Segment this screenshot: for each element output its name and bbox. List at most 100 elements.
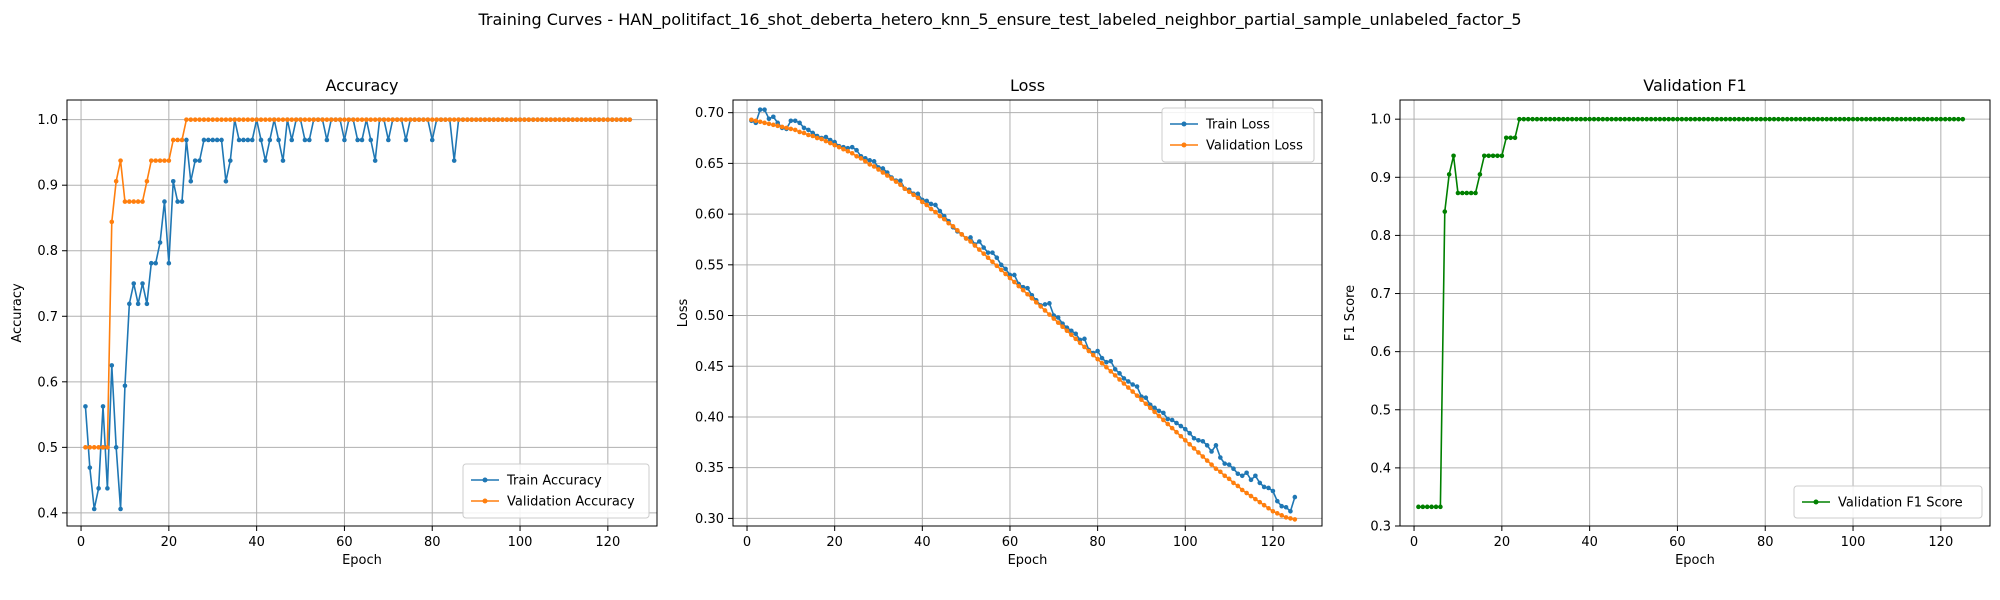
data-point — [928, 201, 934, 207]
data-point — [1468, 190, 1474, 196]
data-point — [990, 250, 995, 255]
data-point — [963, 236, 969, 241]
data-point — [1828, 116, 1834, 122]
data-point — [1881, 116, 1887, 122]
data-point — [1047, 312, 1052, 317]
data-point — [1152, 409, 1157, 415]
data-point — [1916, 116, 1922, 122]
data-point — [797, 120, 802, 126]
data-point — [1047, 301, 1052, 306]
data-point — [219, 117, 224, 122]
y-axis-label: F1 Score — [1343, 285, 1358, 341]
data-point — [1231, 480, 1236, 486]
data-point — [421, 117, 426, 122]
data-point — [113, 445, 119, 450]
data-point — [1213, 443, 1219, 448]
data-point — [863, 159, 868, 164]
data-point — [797, 129, 802, 135]
data-point — [618, 117, 624, 122]
data-point — [1947, 116, 1952, 122]
data-point — [845, 148, 851, 154]
data-point — [1776, 116, 1781, 122]
data-point — [307, 117, 312, 122]
data-point — [394, 117, 400, 122]
data-point — [166, 158, 172, 163]
data-point — [561, 117, 567, 122]
data-point — [1095, 356, 1100, 362]
data-point — [1798, 116, 1803, 122]
x-tick-label: 120 — [595, 535, 620, 550]
data-point — [1235, 483, 1241, 489]
data-point — [508, 117, 514, 122]
data-point — [596, 117, 602, 122]
data-point — [298, 117, 303, 122]
data-point — [118, 506, 123, 512]
data-point — [1200, 454, 1206, 459]
chart-title: Accuracy — [325, 76, 398, 95]
data-point — [601, 117, 606, 122]
data-point — [320, 117, 325, 122]
data-point — [1292, 494, 1298, 500]
data-point — [429, 137, 435, 143]
data-point — [1613, 116, 1619, 122]
data-point — [302, 117, 308, 122]
data-point — [1697, 116, 1702, 122]
data-point — [1622, 116, 1628, 122]
data-point — [981, 245, 986, 250]
data-point — [1104, 364, 1109, 370]
x-tick-label: 80 — [1089, 535, 1106, 550]
data-point — [867, 158, 873, 163]
data-point — [1143, 401, 1149, 407]
x-tick-label: 120 — [1261, 535, 1286, 550]
data-point — [1112, 373, 1118, 378]
data-point — [1182, 437, 1188, 443]
data-point — [1609, 116, 1614, 122]
data-point — [451, 117, 457, 122]
data-point — [465, 117, 470, 122]
data-point — [473, 117, 479, 122]
data-point — [779, 124, 785, 130]
data-point — [806, 127, 811, 133]
data-point — [1429, 504, 1434, 510]
x-tick-label: 60 — [336, 535, 353, 550]
series-validation-accuracy — [83, 117, 633, 450]
data-point — [1126, 379, 1131, 384]
data-point — [898, 178, 903, 183]
data-point — [368, 137, 374, 143]
legend: Train Accuracy Validation Accuracy — [462, 463, 650, 519]
data-point — [1714, 116, 1720, 122]
data-point — [1204, 443, 1210, 448]
data-point — [1820, 116, 1825, 122]
x-tick-label: 20 — [826, 535, 843, 550]
x-axis-label: Epoch — [1008, 553, 1048, 568]
y-axis-label: Accuracy — [10, 283, 25, 343]
data-point — [1222, 461, 1228, 466]
data-point — [1244, 470, 1249, 476]
data-point — [1890, 116, 1895, 122]
data-point — [144, 301, 150, 307]
data-point — [372, 117, 378, 122]
legend-label: Validation F1 Score — [1838, 496, 1963, 511]
data-point — [959, 232, 965, 237]
data-point — [1292, 517, 1298, 522]
data-point — [587, 117, 593, 122]
data-point — [197, 158, 202, 163]
panel-0: 0 20 40 60 80 100 120 0.4 0.5 0.6 0.7 0.8 0.9 1.0 Accu… — [10, 76, 658, 568]
data-point — [1416, 504, 1421, 510]
data-point — [1701, 116, 1707, 122]
data-point — [1802, 116, 1808, 122]
data-point — [566, 117, 571, 122]
data-point — [801, 125, 807, 131]
y-tick-label: 0.65 — [695, 157, 724, 172]
data-point — [1635, 116, 1641, 122]
figure-suptitle: Training Curves - HAN_politifact_16_shot… — [477, 10, 1521, 30]
data-point — [1121, 376, 1127, 381]
legend-label: Validation Loss — [1206, 139, 1303, 154]
data-point — [806, 132, 811, 138]
data-point — [627, 117, 633, 122]
data-point — [210, 137, 216, 143]
data-point — [1191, 435, 1197, 441]
data-point — [478, 117, 483, 122]
data-point — [841, 146, 846, 152]
data-point — [425, 117, 431, 122]
